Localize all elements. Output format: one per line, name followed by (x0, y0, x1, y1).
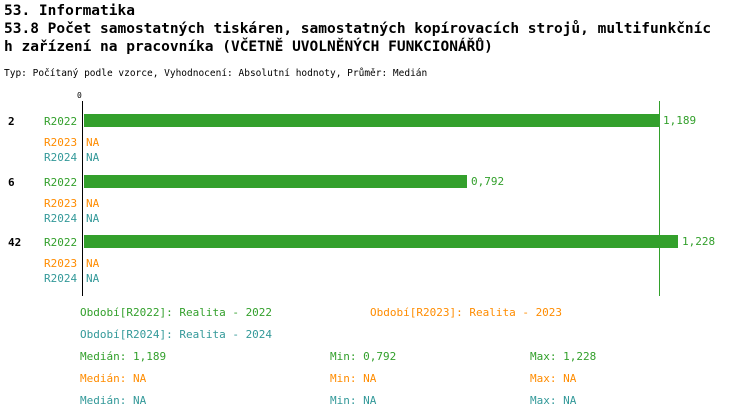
legend-median-r2023: Medián: NA (80, 372, 147, 385)
na-value-label: NA (86, 136, 100, 149)
series-label-r2024: R2024 (44, 151, 78, 164)
na-value-label: NA (86, 272, 100, 285)
legend-min-r2024: Min: NA (330, 394, 377, 407)
report-section-title: 53. Informatika (4, 3, 135, 19)
legend-period-r2023: Období[R2023]: Realita - 2023 (370, 306, 563, 319)
series-label-r2024: R2024 (44, 272, 78, 285)
na-value-label: NA (86, 257, 100, 270)
legend-max-r2022: Max: 1,228 (530, 350, 597, 363)
bar-row: 0,792 (84, 175, 504, 188)
group-category-label: 2 (8, 115, 15, 128)
series-label-r2022: R2022 (44, 236, 78, 249)
chart-group: 42 R2022 1,228 R2023 NA R2024 NA (0, 235, 750, 287)
series-label-r2023: R2023 (44, 257, 78, 270)
series-label-r2024: R2024 (44, 212, 78, 225)
report-indicator-title-line2: h zařízení na pracovníka (VČETNĚ UVOLNĚN… (4, 39, 493, 55)
legend-min-r2022: Min: 0,792 (330, 350, 397, 363)
x-axis-zero-label: 0 (77, 91, 82, 100)
na-value-label: NA (86, 197, 100, 210)
legend-max-r2023: Max: NA (530, 372, 577, 385)
bar-r2022 (84, 235, 678, 248)
bar-value-label: 1,189 (663, 114, 697, 127)
chart-group: 2 R2022 1,189 R2023 NA R2024 NA (0, 114, 750, 166)
chart-group: 6 R2022 0,792 R2023 NA R2024 NA (0, 175, 750, 227)
bar-value-label: 0,792 (471, 175, 505, 188)
series-label-r2022: R2022 (44, 176, 78, 189)
legend-median-r2022: Medián: 1,189 (80, 350, 167, 363)
series-label-r2023: R2023 (44, 197, 78, 210)
group-category-label: 6 (8, 176, 15, 189)
group-category-label: 42 (8, 236, 22, 249)
legend-period-r2022: Období[R2022]: Realita - 2022 (80, 306, 273, 319)
bar-row: 1,189 (84, 114, 696, 127)
bar-value-label: 1,228 (682, 235, 716, 248)
report-meta-line: Typ: Počítaný podle vzorce, Vyhodnocení:… (4, 68, 428, 79)
y-axis-line (82, 101, 83, 296)
na-value-label: NA (86, 151, 100, 164)
series-label-r2023: R2023 (44, 136, 78, 149)
legend-max-r2024: Max: NA (530, 394, 577, 407)
bar-r2022 (84, 114, 659, 127)
report-indicator-title-line1: 53.8 Počet samostatných tiskáren, samost… (4, 21, 712, 37)
legend-median-r2024: Medián: NA (80, 394, 147, 407)
series-label-r2022: R2022 (44, 115, 78, 128)
bar-r2022 (84, 175, 467, 188)
median-line (659, 101, 660, 296)
bar-row: 1,228 (84, 235, 715, 248)
na-value-label: NA (86, 212, 100, 225)
legend-period-r2024: Období[R2024]: Realita - 2024 (80, 328, 273, 341)
legend-min-r2023: Min: NA (330, 372, 377, 385)
